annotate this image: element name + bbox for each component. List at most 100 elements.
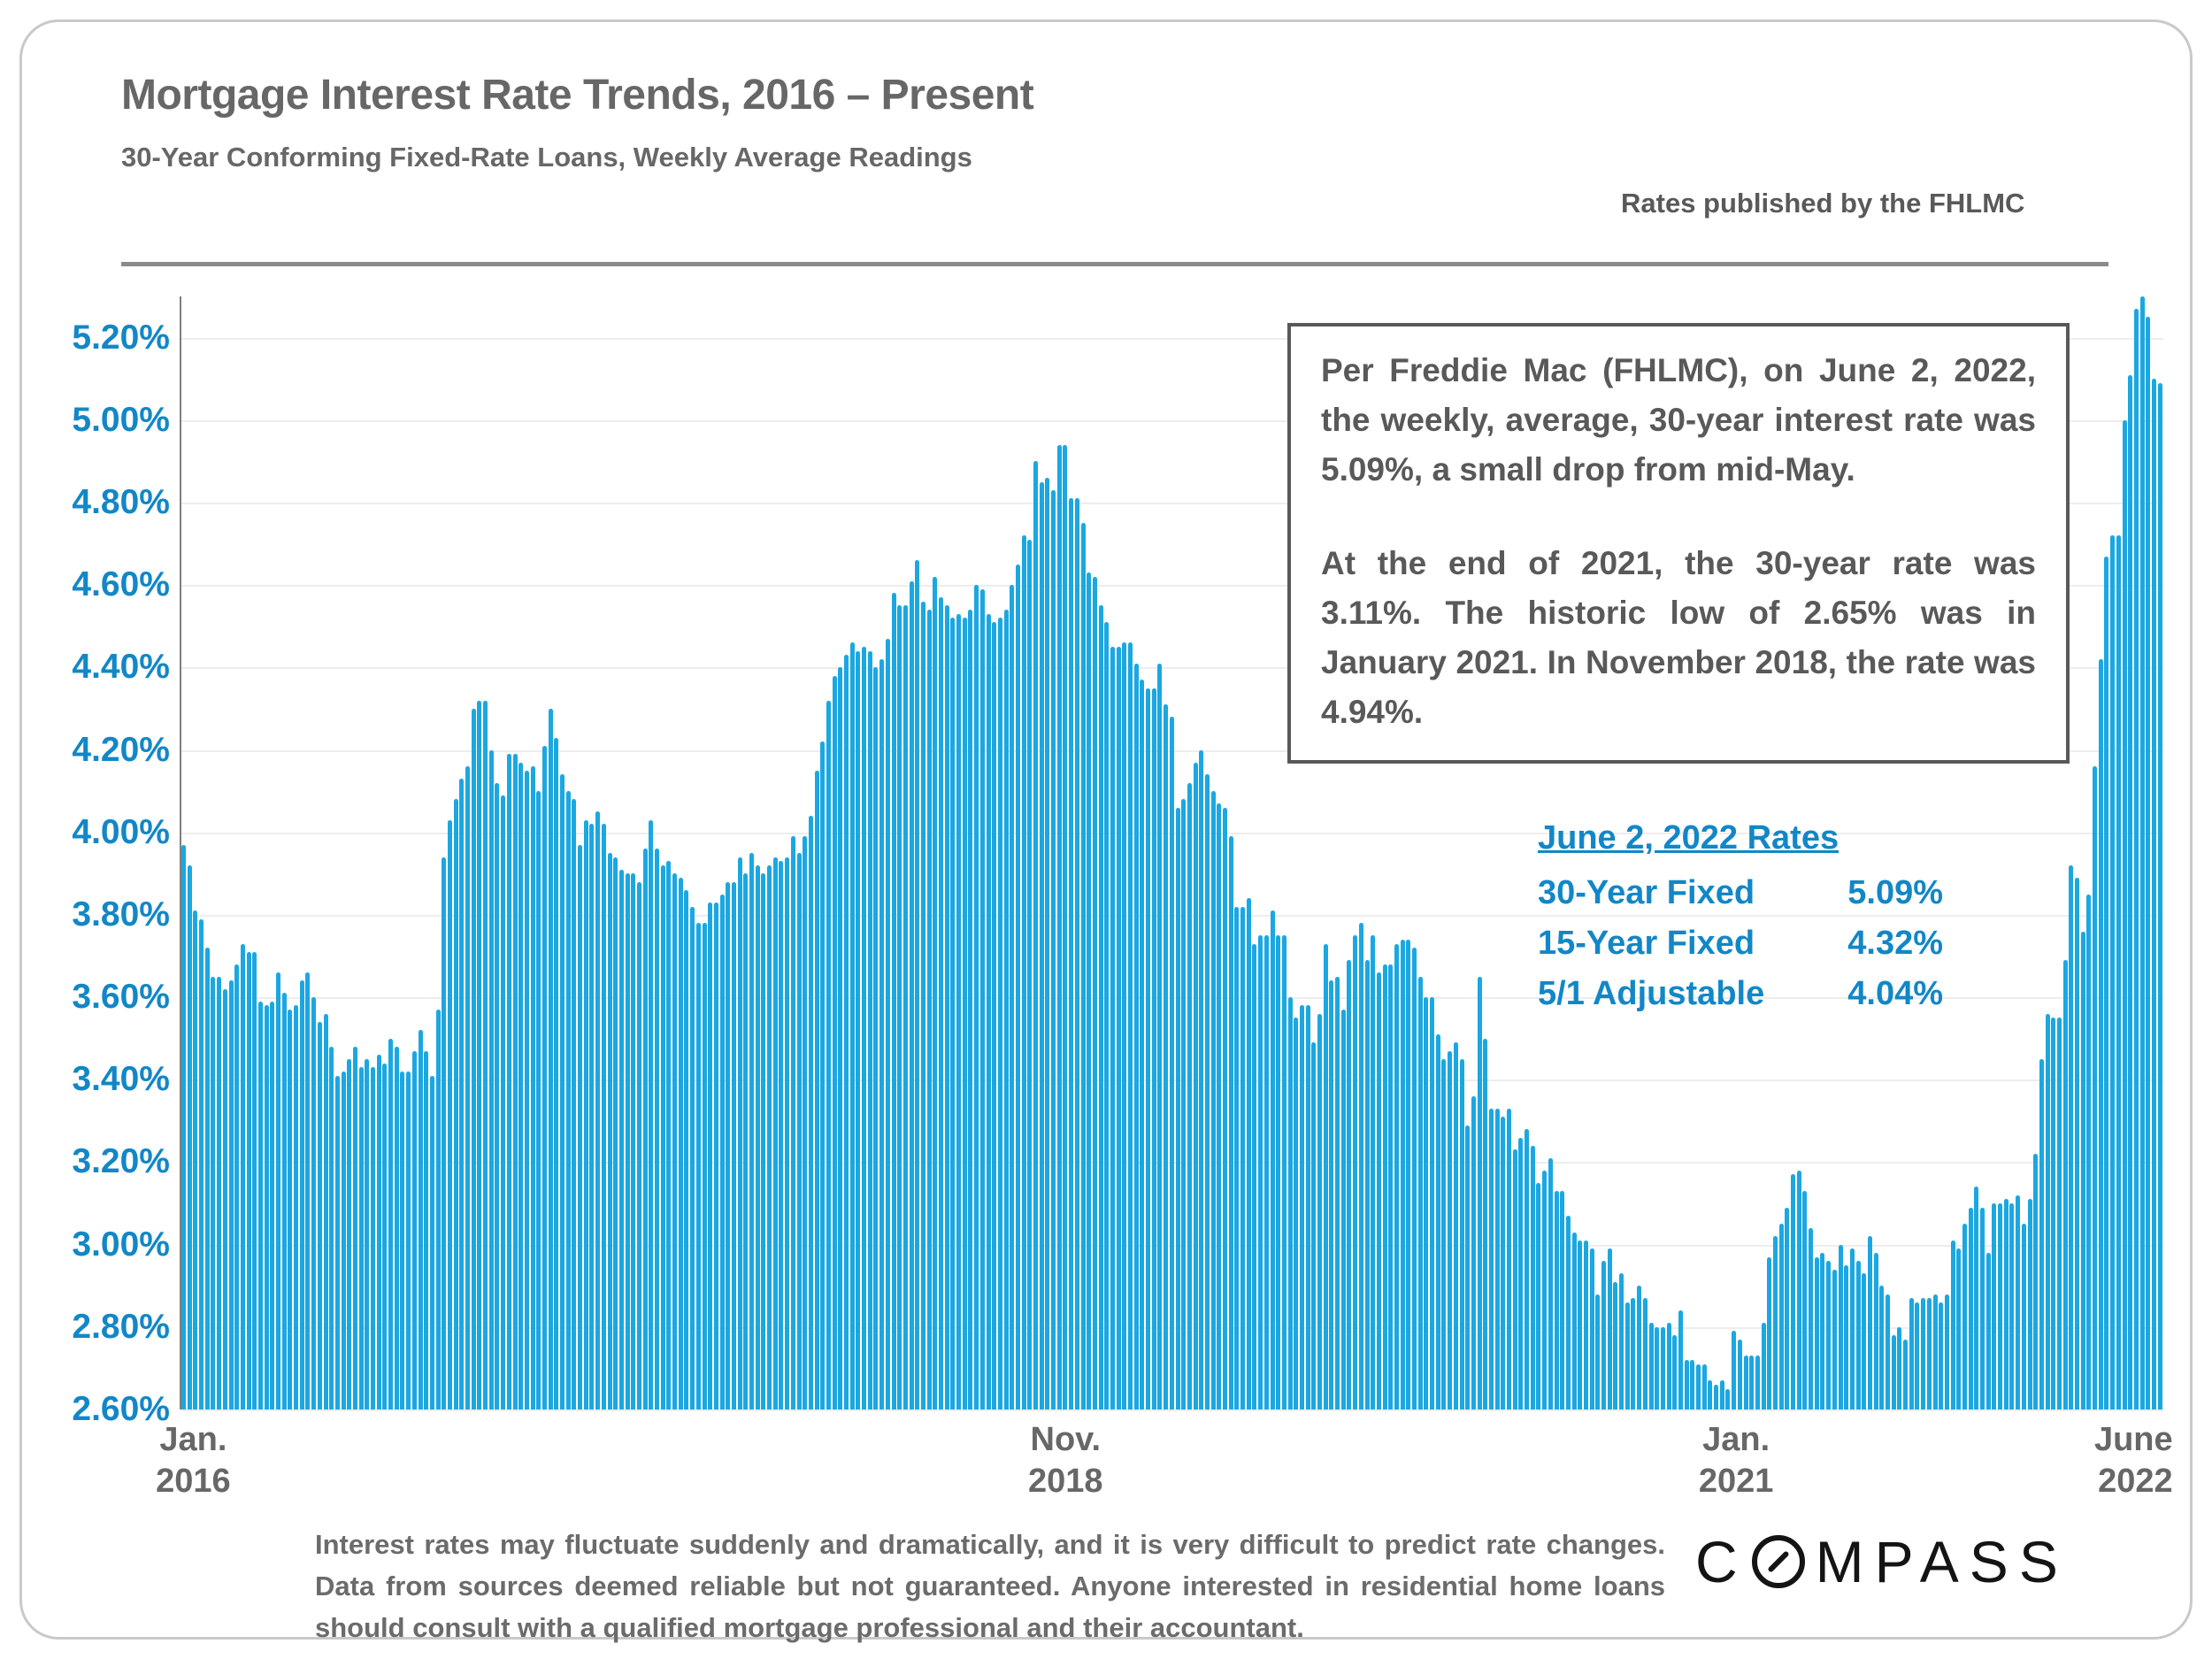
rate-bar [2080,931,2085,1409]
rate-bar [726,881,731,1409]
gridline [181,1409,2163,1411]
x-axis-tick-label: Nov. 2018 [1028,1421,1103,1500]
rate-bar [1613,1281,1618,1409]
rate-bar [820,741,826,1409]
rate-bar [1287,997,1293,1409]
commentary-paragraph-2: At the end of 2021, the 30-year rate was… [1321,545,2036,730]
rate-bar [660,864,665,1409]
rate-bar [2128,374,2133,1409]
rates-rows: 30-Year Fixed 5.09% 15-Year Fixed 4.32% 5/1 … [1538,868,1943,1019]
rate-bar [666,861,672,1409]
rate-bar [1648,1323,1654,1409]
rate-bar [1820,1252,1825,1409]
rate-bar [1045,478,1050,1409]
rate-bar [1767,1256,1772,1409]
rate-bar [832,675,837,1409]
rate-bar [518,762,524,1409]
rate-bar [939,597,943,1409]
rate-bar [1039,481,1044,1409]
rate-bar [909,580,914,1409]
rate-bar [944,605,949,1409]
rate-bar [790,836,795,1409]
rate-bar [1240,906,1246,1409]
rate-bar [1809,1228,1814,1409]
rate-bar [992,622,997,1409]
rate-row: 5/1 Adjustable 4.04% [1538,969,1943,1019]
rate-bar [1619,1273,1624,1409]
rate-bar [1631,1298,1636,1409]
rate-bar [530,766,535,1409]
rate-bar [631,873,636,1409]
rate-bar [2021,1224,2026,1409]
rate-bar [411,1050,417,1409]
rate-bar [2104,556,2109,1409]
rate-bar [252,951,257,1409]
rate-bar [1098,605,1103,1409]
rate-bar [1862,1273,1867,1409]
rate-bar [885,638,890,1409]
rate-bar [453,799,458,1409]
source-note: Rates published by the FHLMC [1621,188,2025,219]
rate-bar [595,811,601,1409]
rate-bar [1087,572,1092,1409]
rate-bar [684,889,689,1409]
rate-bar [471,708,476,1409]
rate-bar [228,980,234,1409]
rate-bar [495,782,500,1409]
rate-bar [1204,774,1210,1409]
rate-bar [1299,1005,1304,1409]
rate-row-value: 4.04% [1847,975,1943,1012]
rate-bar [933,576,938,1409]
rate-bar [459,779,465,1409]
rate-bar [1897,1326,1902,1409]
rate-bar [1601,1261,1606,1409]
rate-bar [501,795,506,1409]
rate-bar [1104,622,1110,1409]
rate-bar [1749,1356,1755,1409]
rate-bar [1140,680,1145,1409]
rate-bar [2151,379,2156,1409]
rate-bar [1406,939,1411,1409]
x-axis-tick-label: Jan. 2021 [1698,1421,1774,1500]
rate-bar [276,972,280,1409]
rate-bar [713,902,718,1409]
rate-bar [826,700,831,1409]
rate-bar [477,700,482,1409]
rate-bar [902,605,908,1409]
rate-bar [1228,836,1233,1409]
rate-row-label: 5/1 Adjustable [1538,975,1765,1012]
compass-logo: C MPASS [1695,1527,2069,1596]
rate-bar [1323,943,1328,1409]
rate-bar [1400,939,1405,1409]
rate-bar [690,906,695,1409]
rate-bar [856,650,861,1409]
rate-bar [560,774,565,1409]
y-axis-tick-label: 3.40% [72,1060,170,1099]
rate-bar-chart [180,296,2163,1411]
rate-bar [849,642,855,1409]
y-axis-tick-label: 3.00% [72,1225,170,1263]
rate-bar [761,873,766,1409]
rate-bar [329,1047,334,1409]
rate-bar [625,873,630,1409]
rate-bar [1056,444,1062,1409]
rate-bar [2051,1018,2056,1409]
rate-bar [554,737,559,1409]
rate-bar [2086,894,2092,1409]
rate-bar [979,588,985,1409]
rate-bar [1063,444,1068,1409]
rate-bar [317,1022,322,1409]
rate-bar [1939,1302,1944,1409]
rate-bar [1732,1331,1737,1409]
rate-bar [311,997,317,1409]
rate-bar [1855,1261,1861,1409]
rate-bar [1873,1252,1878,1409]
rate-bar [1382,964,1387,1409]
rate-bar [755,864,760,1409]
rate-bar [1802,1191,1808,1409]
rate-bar [1926,1298,1932,1409]
rate-bar [1151,687,1156,1409]
rate-bar [1578,1240,1583,1409]
rate-bar [1944,1294,1949,1409]
rate-bar [1708,1380,1713,1409]
